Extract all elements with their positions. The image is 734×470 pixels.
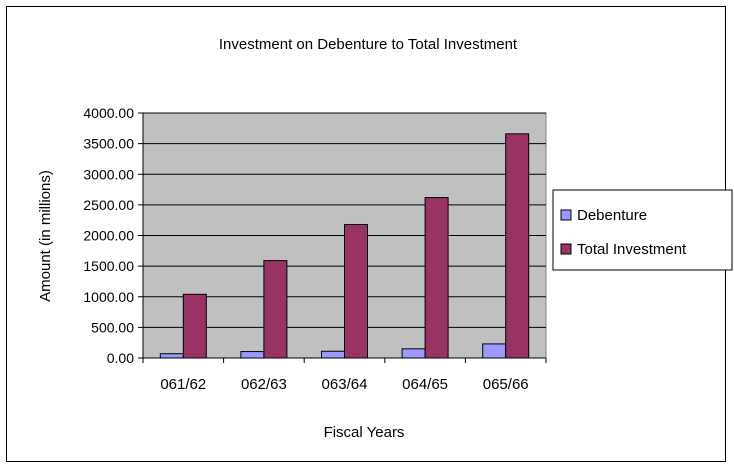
y-tick-label: 2500.00	[83, 197, 134, 213]
bar-debenture-064-65	[401, 348, 426, 359]
bar-debenture-062-63	[240, 351, 265, 359]
legend: Debenture Total Investment	[552, 189, 733, 271]
bar-debenture-065-66	[482, 343, 507, 359]
legend-label: Debenture	[577, 207, 647, 224]
x-tick-labels: 061/62 062/63 063/64 064/65 065/66	[160, 376, 528, 393]
bar-debenture-063-64	[321, 350, 345, 359]
y-tick-label: 1000.00	[83, 289, 134, 305]
x-tick-label: 065/66	[483, 376, 529, 393]
y-tick-label: 1500.00	[83, 258, 134, 274]
y-tick-label: 500.00	[91, 319, 134, 335]
axes	[138, 112, 547, 363]
bar-total-investment-062-63	[263, 260, 288, 359]
y-tick-labels: 0.00 500.00 1000.00 1500.00 2000.00 2500.00 30…	[83, 105, 134, 366]
bar-total-investment-061-62	[182, 293, 207, 359]
legend-swatch	[560, 209, 572, 221]
y-tick-label: 0.00	[107, 350, 134, 366]
x-axis-label: Fiscal Years	[324, 424, 405, 441]
bar-total-investment-064-65	[424, 197, 449, 359]
chart-title: Investment on Debenture to Total Investm…	[219, 36, 518, 53]
x-tick-label: 062/63	[241, 376, 287, 393]
y-tick-label: 4000.00	[83, 105, 134, 121]
legend-box	[552, 189, 733, 271]
legend-label: Total Investment	[577, 241, 687, 258]
x-tick-label: 064/65	[402, 376, 448, 393]
bar-total-investment-063-64	[344, 223, 368, 359]
x-tick-label: 063/64	[322, 376, 368, 393]
legend-swatch	[560, 243, 572, 255]
bar-debenture-061-62	[159, 353, 184, 359]
y-tick-label: 3500.00	[83, 136, 134, 152]
y-tick-label: 3000.00	[83, 166, 134, 182]
y-tick-label: 2000.00	[83, 228, 134, 244]
x-tick-label: 061/62	[160, 376, 206, 393]
bar-total-investment-065-66	[505, 133, 530, 359]
y-axis-label: Amount (in millions)	[37, 170, 54, 302]
